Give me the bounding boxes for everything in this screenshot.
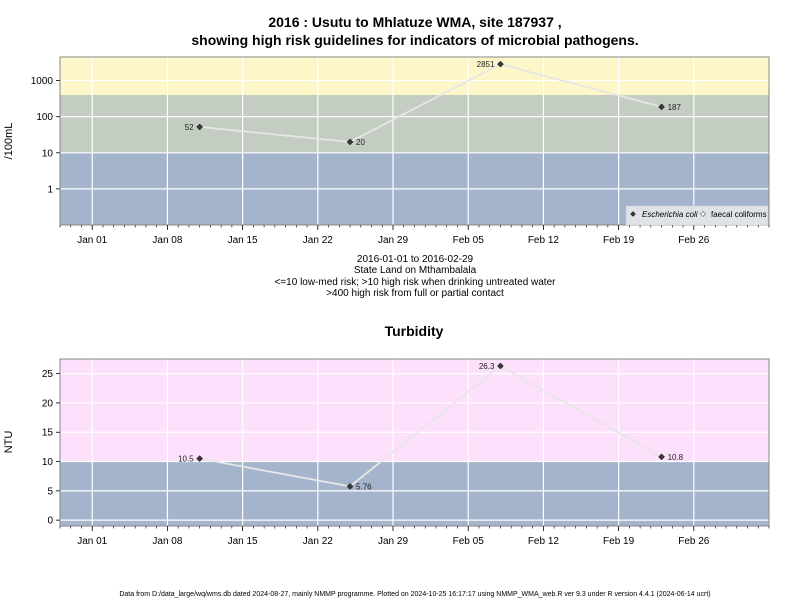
turbidity-y-axis-label: NTU (3, 431, 15, 454)
legend-ecoli-label: Escherichia coli (642, 210, 698, 219)
note-risk-drinking: <=10 low-med risk; >10 high risk when dr… (275, 277, 557, 288)
turbidity-ytick-label-4: 20 (42, 398, 54, 409)
turbidity-chart: 10.5 5.76 26.3 10.8 Jan 01 Jan 08 Jan 15 Jan 2… (3, 358, 770, 547)
ecoli-risk-bands (60, 57, 769, 225)
turbidity-point-3 (658, 453, 665, 461)
turbidity-data-label-2: 26.3 (479, 362, 495, 371)
ecoli-y-axis: 1 10 100 1000 (31, 76, 60, 195)
turbidity-x-axis: Jan 01 Jan 08 Jan 15 Jan 22 Jan 29 Feb 05 Feb … (59, 526, 770, 547)
ecoli-point-2 (497, 60, 504, 68)
ecoli-xtick-label-7: Feb 19 (603, 235, 635, 246)
turbidity-ytick-label-2: 10 (42, 457, 54, 468)
ecoli-band-1 (60, 94, 769, 153)
ecoli-series: 52 20 2851 187 (185, 60, 682, 147)
legend-faecal-label: faecal coliforms (711, 210, 767, 219)
chart1-title-line1: 2016 : Usutu to Mhlatuze WMA, site 18793… (268, 14, 561, 30)
ecoli-data-label-1: 20 (356, 138, 365, 147)
ecoli-ytick-label-2: 100 (36, 112, 53, 123)
turbidity-y-axis: 0 5 10 15 20 25 (42, 369, 60, 527)
turbidity-point-0 (196, 455, 204, 462)
turbidity-xtick-label-6: Feb 12 (528, 536, 560, 547)
turbidity-series: 10.5 5.76 26.3 10.8 (178, 362, 684, 491)
ecoli-xtick-label-5: Feb 05 (453, 235, 485, 246)
turbidity-xtick-label-7: Feb 19 (603, 536, 635, 547)
ecoli-point-3 (658, 103, 665, 111)
turbidity-data-label-1: 5.76 (356, 482, 372, 491)
ecoli-xtick-label-8: Feb 26 (678, 235, 710, 246)
ecoli-legend: Escherichia coli faecal coliforms (625, 205, 769, 226)
ecoli-series-line (199, 63, 662, 143)
ecoli-xtick-label-0: Jan 01 (77, 235, 107, 246)
turbidity-bands (60, 359, 769, 526)
turbidity-ytick-label-3: 15 (42, 428, 54, 439)
ecoli-y-axis-label: /100mL (3, 123, 15, 160)
ecoli-ytick-label-0: 1 (47, 184, 53, 195)
ecoli-xtick-label-2: Jan 15 (228, 235, 258, 246)
chart1-title-line2: showing high risk guidelines for indicat… (191, 32, 638, 48)
turbidity-xtick-label-4: Jan 29 (378, 536, 408, 547)
note-date-range: 2016-01-01 to 2016-02-29 (357, 254, 474, 265)
ecoli-xtick-label-3: Jan 22 (303, 235, 333, 246)
ecoli-data-label-2: 2851 (477, 60, 495, 69)
turbidity-point-1 (346, 483, 354, 490)
legend-ecoli-marker-icon (630, 211, 636, 217)
ecoli-xtick-label-6: Feb 12 (528, 235, 560, 246)
turbidity-xtick-label-5: Feb 05 (453, 536, 485, 547)
turbidity-xtick-label-8: Feb 26 (678, 536, 710, 547)
ecoli-band-2 (60, 57, 769, 95)
turbidity-band-0 (60, 461, 769, 526)
turbidity-gridlines (60, 359, 769, 526)
turbidity-data-label-3: 10.8 (668, 453, 684, 462)
turbidity-title: Turbidity (385, 323, 444, 339)
turbidity-ytick-label-1: 5 (47, 486, 53, 497)
turbidity-point-2 (497, 362, 504, 370)
turbidity-xtick-label-2: Jan 15 (228, 536, 258, 547)
turbidity-xtick-label-0: Jan 01 (77, 536, 107, 547)
turbidity-data-label-0: 10.5 (178, 455, 194, 464)
turbidity-ytick-label-5: 25 (42, 369, 54, 380)
turbidity-xtick-label-3: Jan 22 (303, 536, 333, 547)
turbidity-series-line (199, 364, 663, 488)
turbidity-ytick-label-0: 0 (47, 516, 53, 527)
ecoli-point-0 (196, 123, 204, 131)
ecoli-data-label-0: 52 (185, 123, 194, 132)
note-location: State Land on Mthambalala (354, 265, 477, 276)
legend-faecal-marker-icon (700, 211, 706, 217)
ecoli-data-label-3: 187 (668, 103, 682, 112)
ecoli-point-1 (346, 138, 354, 146)
turbidity-band-1 (60, 359, 769, 462)
legend-box (625, 205, 769, 226)
ecoli-xtick-label-4: Jan 29 (378, 235, 408, 246)
ecoli-ytick-label-1: 10 (42, 148, 54, 159)
note-risk-contact: >400 high risk from full or partial cont… (326, 288, 504, 299)
ecoli-xtick-label-1: Jan 08 (152, 235, 182, 246)
footer-text: Data from D:/data_large/wq/wms.db dated … (119, 591, 710, 598)
ecoli-x-axis: Jan 01 Jan 08 Jan 15 Jan 22 Jan 29 Feb 05 Feb … (59, 225, 770, 246)
ecoli-ytick-label-3: 1000 (31, 76, 54, 87)
ecoli-gridlines (60, 57, 769, 225)
turbidity-xtick-label-1: Jan 08 (152, 536, 182, 547)
